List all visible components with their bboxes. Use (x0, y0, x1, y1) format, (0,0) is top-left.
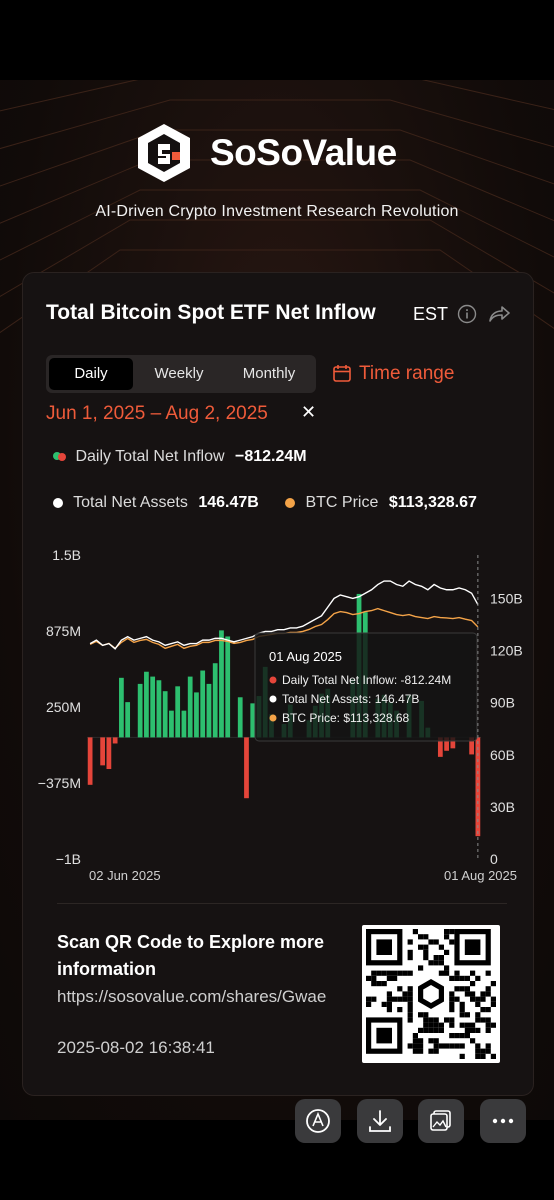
inflow-bar (156, 680, 162, 738)
y-left-tick-label: 875M (46, 623, 81, 639)
date-range: Jun 1, 2025 – Aug 2, 2025 (46, 403, 268, 424)
share-timestamp: 2025-08-02 16:38:41 (57, 1038, 215, 1057)
inflow-bar (237, 697, 243, 738)
inflow-bar (175, 686, 181, 738)
tooltip-row: Daily Total Net Inflow: -812.24M (282, 673, 451, 687)
inflow-bar (87, 737, 93, 785)
tab-monthly[interactable]: Monthly (242, 365, 296, 382)
inflow-bar (112, 737, 118, 744)
time-range-label: Time range (359, 363, 455, 384)
metric-daily-value: −812.24M (235, 448, 307, 465)
white-dot-icon (53, 497, 63, 508)
y-left-tick-label: 250M (46, 699, 81, 715)
tab-weekly[interactable]: Weekly (154, 365, 204, 382)
card-title: Total Bitcoin Spot ETF Net Inflow (46, 301, 376, 324)
info-icon[interactable] (457, 304, 477, 324)
tab-daily[interactable]: Daily (49, 358, 133, 390)
inflow-bar (469, 737, 474, 755)
gallery-icon (430, 1110, 451, 1131)
inflow-bar (475, 737, 481, 837)
more-button[interactable] (480, 1099, 526, 1143)
metric-total-assets: Total Net Assets 146.47B (53, 494, 259, 512)
inflow-bar (212, 663, 218, 738)
inflow-bar (450, 737, 456, 749)
metric-assets-label: Total Net Assets (73, 494, 188, 511)
inflow-bar (162, 691, 168, 738)
inflow-bar (206, 683, 212, 738)
scan-qr-title: Scan QR Code to Explore more information (57, 932, 325, 979)
y-left-tick-label: −375M (38, 775, 81, 791)
metric-assets-value: 146.47B (198, 494, 259, 511)
download-icon (369, 1110, 391, 1132)
total-assets-line (89, 580, 479, 650)
translate-icon (306, 1109, 330, 1133)
metric-btc-label: BTC Price (305, 494, 379, 511)
timezone-label: EST (413, 304, 449, 324)
chart-tooltip: 01 Aug 2025 Daily Total Net Inflow: -812.… (254, 632, 478, 742)
brand-tagline: AI-Driven Crypto Investment Research Rev… (95, 203, 459, 220)
inflow-bar (194, 692, 199, 738)
qr-code (362, 925, 500, 1063)
download-button[interactable] (357, 1099, 403, 1143)
x-start-label: 02 Jun 2025 (89, 868, 161, 883)
save-image-button[interactable] (418, 1099, 464, 1143)
brand-name: SoSoValue (210, 132, 397, 173)
inflow-bar (187, 676, 193, 738)
tooltip-box (254, 632, 478, 742)
y-right-tick-label: 120B (490, 643, 523, 659)
more-icon (492, 1118, 514, 1124)
y-right-tick-label: 90B (490, 695, 515, 711)
tooltip-dot (269, 714, 277, 722)
clear-date-range-button[interactable]: ✕ (301, 402, 317, 422)
inflow-bar (144, 671, 149, 738)
translate-button[interactable] (295, 1099, 341, 1143)
y-right-tick-label: 0 (490, 851, 498, 867)
inflow-bar (244, 737, 249, 799)
tooltip-row: BTC Price: $113,328.68 (282, 711, 410, 725)
y-right-tick-label: 30B (490, 799, 515, 815)
inflow-bar (437, 737, 443, 757)
inflow-bar (200, 670, 206, 738)
orange-dot-icon (285, 497, 295, 508)
y-left-tick-label: −1B (56, 851, 81, 867)
y-left-tick-label: 1.5B (52, 547, 81, 563)
metric-btc-price: BTC Price $113,328.67 (285, 494, 477, 512)
tooltip-date: 01 Aug 2025 (269, 649, 342, 664)
inflow-bar (106, 737, 112, 770)
metric-daily-label: Daily Total Net Inflow (75, 448, 225, 465)
inflow-bar (137, 683, 143, 738)
share-arrow-icon[interactable] (487, 304, 511, 324)
metric-btc-value: $113,328.67 (388, 494, 477, 511)
calendar-icon (333, 365, 351, 382)
inflow-bar (100, 737, 106, 766)
y-right-tick-label: 150B (490, 590, 523, 606)
tooltip-dot (269, 676, 277, 684)
y-right-tick-label: 60B (490, 747, 515, 763)
tooltip-dot (269, 695, 277, 703)
inflow-bar (181, 710, 187, 738)
inflow-bar (219, 630, 224, 738)
share-url[interactable]: https://sosovalue.com/shares/Gwae (57, 987, 327, 1006)
inflow-bar (225, 636, 231, 738)
inflow-bar (125, 702, 131, 738)
etf-inflow-card: Total Bitcoin Spot ETF Net Inflow EST Da… (22, 272, 534, 1096)
divider (57, 903, 507, 904)
etf-inflow-chart[interactable]: 1.5B 875M 250M −375M −1B 150B 120B 90B 60B 30B 0 02… (23, 541, 533, 886)
metric-daily-inflow: Daily Total Net Inflow −812.24M (53, 448, 307, 466)
tooltip-row: Total Net Assets: 146.47B (282, 692, 419, 706)
inflow-bar (119, 677, 124, 738)
inflow-bar (150, 676, 156, 738)
period-tabs: Daily Weekly Monthly (46, 355, 316, 393)
sosovalue-logo (136, 122, 192, 184)
inflow-bar (444, 737, 449, 751)
inflow-bar (250, 703, 256, 738)
inflow-bar (169, 710, 174, 738)
x-end-label: 01 Aug 2025 (444, 868, 517, 883)
green-red-dot-icon (53, 451, 66, 462)
